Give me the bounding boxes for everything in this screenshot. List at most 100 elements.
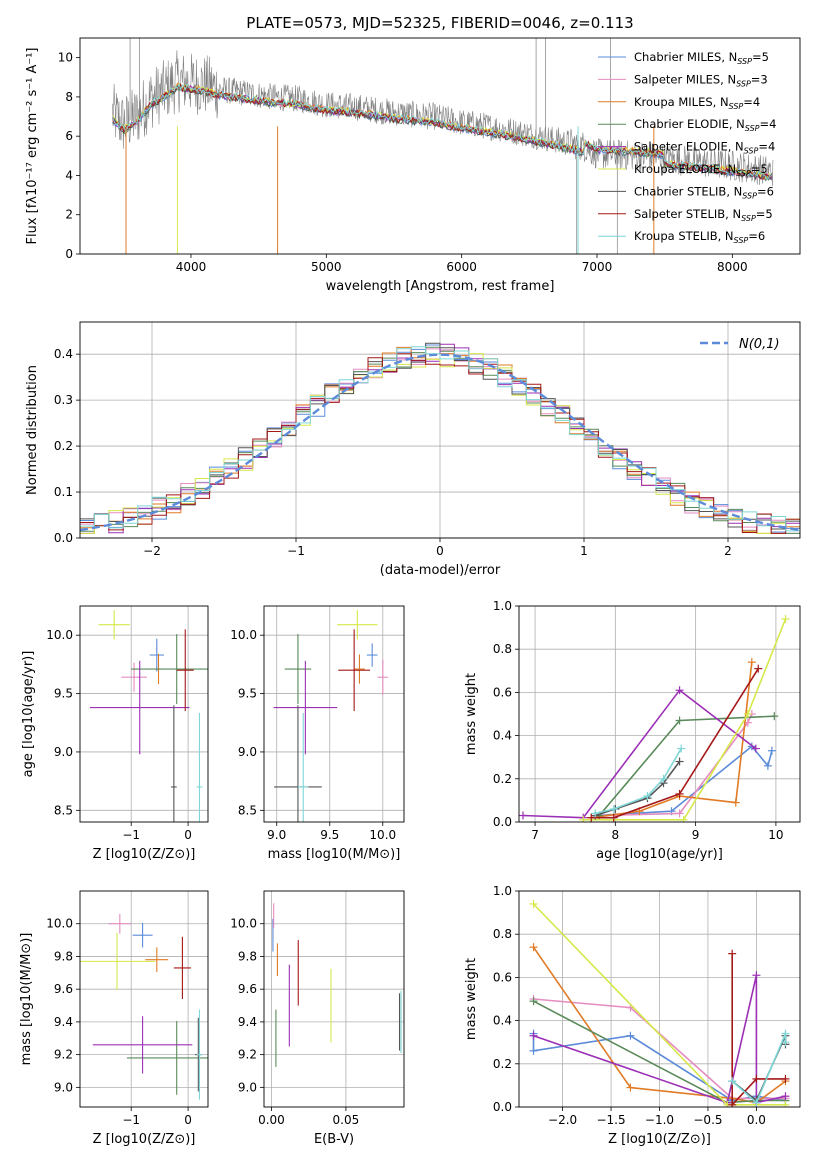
y-tick-label: 1.0 <box>493 599 512 613</box>
y-tick-label: 0.4 <box>493 729 512 743</box>
y-tick-label: 9.6 <box>238 982 257 996</box>
y-tick-label: 9.2 <box>54 1048 73 1062</box>
legend-entry: Kroupa ELODIE, NSSP=5 <box>634 162 768 178</box>
y-axis-label: age [log10(age/yr)] <box>21 651 36 778</box>
legend-entry: Salpeter MILES, NSSP=3 <box>634 72 768 88</box>
y-tick-label: 9.4 <box>54 1015 73 1029</box>
gaussian-reference-curve <box>80 353 800 532</box>
y-tick-label: 9.4 <box>238 1015 257 1029</box>
legend-entry: Kroupa STELIB, NSSP=6 <box>634 229 765 245</box>
model-fit-line <box>112 82 773 180</box>
y-axis-label: Normed distribution <box>25 365 40 495</box>
plot-area <box>273 610 389 822</box>
y-tick-label: 9.0 <box>54 1080 73 1094</box>
x-tick-label: 5000 <box>311 260 342 274</box>
mass-weight-line <box>598 715 775 817</box>
y-tick-label: 10.0 <box>46 917 73 931</box>
x-axis-label: E(B-V) <box>314 1132 354 1147</box>
x-tick-label: −1 <box>287 544 305 558</box>
y-tick-label: 10.0 <box>230 628 257 642</box>
y-tick-label: 10.0 <box>46 628 73 642</box>
x-tick-label: 10.0 <box>369 828 396 842</box>
y-tick-label: 6 <box>65 129 73 143</box>
y-tick-label: 10 <box>58 51 73 65</box>
y-tick-label: 8.5 <box>54 803 73 817</box>
axes-frame <box>79 37 801 255</box>
y-tick-label: 0.2 <box>493 1057 512 1071</box>
y-tick-label: 8.5 <box>238 803 257 817</box>
y-tick-label: 9.8 <box>238 949 257 963</box>
axes-frame <box>518 605 801 823</box>
x-tick-label: 7000 <box>582 260 613 274</box>
plot-area <box>529 899 790 1107</box>
y-tick-label: 1.0 <box>493 884 512 898</box>
y-tick-label: 0.6 <box>493 685 512 699</box>
y-tick-label: 0.2 <box>493 772 512 786</box>
x-tick-label: 6000 <box>446 260 477 274</box>
mass-vs-ebv-panel: 0.00 0.05 9.0 9.2 9.4 9.6 9.8 10.0 E(B-V) <box>230 890 405 1147</box>
mass-weight-line <box>591 668 759 819</box>
model-fit-line <box>112 84 773 181</box>
y-tick-label: 0.0 <box>493 1100 512 1114</box>
y-tick-label: 8 <box>65 90 73 104</box>
x-tick-label: 0 <box>436 544 444 558</box>
x-axis-label: (data-model)/error <box>380 563 501 578</box>
age-vs-metallicity-panel: −1 0 8.5 9.0 9.5 10.0 Z [log10(Z/Z⊙)] age [log1… <box>21 605 209 862</box>
y-axis-label: mass weight <box>464 673 479 755</box>
axes-frame <box>79 605 209 823</box>
y-tick-label: 2 <box>65 208 73 222</box>
legend-entry: Kroupa MILES, NSSP=4 <box>634 95 760 111</box>
legend-entry: Salpeter STELIB, NSSP=5 <box>634 207 773 223</box>
y-tick-label: 0.4 <box>493 1014 512 1028</box>
residual-histogram-panel: −2 −1 0 1 2 0.0 0.1 0.2 0.3 0.4 (data-model)/error… <box>25 321 801 578</box>
x-tick-label: 7 <box>531 828 539 842</box>
figure-title: PLATE=0573, MJD=52325, FIBERID=0046, z=0… <box>246 14 633 32</box>
x-tick-label: 0.05 <box>333 1113 360 1127</box>
x-axis-label: wavelength [Angstrom, rest frame] <box>326 279 555 294</box>
y-tick-label: 9.5 <box>238 687 257 701</box>
mass-weight-line <box>583 618 787 821</box>
x-tick-label: 0.0 <box>747 1113 766 1127</box>
x-tick-label: 9.0 <box>267 828 286 842</box>
residual-histogram-step <box>80 350 800 534</box>
x-tick-label: −0.5 <box>693 1113 722 1127</box>
x-axis-label: Z [log10(Z/Z⊙)] <box>93 1132 196 1147</box>
mass-weight-line <box>533 1000 786 1104</box>
x-tick-label: 8000 <box>717 260 748 274</box>
y-tick-label: 9.6 <box>54 982 73 996</box>
x-tick-label: −1 <box>122 1113 140 1127</box>
y-tick-label: 9.8 <box>54 949 73 963</box>
plot-area <box>80 342 800 534</box>
y-tick-label: 9.5 <box>54 687 73 701</box>
gaussian-legend-label: N(0,1) <box>739 337 780 352</box>
y-tick-label: 9.0 <box>238 745 257 759</box>
x-tick-label: −1.0 <box>645 1113 674 1127</box>
x-tick-label: 8 <box>612 828 620 842</box>
plot-area <box>519 614 790 822</box>
plot-area <box>272 903 402 1067</box>
x-tick-label: −2 <box>143 544 161 558</box>
residual-histogram-step <box>80 342 800 530</box>
x-tick-label: 0.00 <box>258 1113 285 1127</box>
plot-area <box>112 38 774 254</box>
x-axis-label: Z [log10(Z/Z⊙)] <box>608 1132 711 1147</box>
residual-histogram-step <box>80 353 800 534</box>
y-tick-label: 0 <box>65 247 73 261</box>
x-tick-label: 0 <box>184 828 192 842</box>
x-tick-label: 9 <box>692 828 700 842</box>
legend-entry: Chabrier STELIB, NSSP=6 <box>634 184 774 200</box>
mass-weight-line <box>595 748 682 815</box>
y-tick-label: 0.0 <box>493 815 512 829</box>
legend-entry: Chabrier ELODIE, NSSP=4 <box>634 117 776 133</box>
x-tick-label: 4000 <box>176 260 207 274</box>
y-axis-label: mass [log10(M/M⊙)] <box>19 933 34 1066</box>
y-tick-label: 0.6 <box>493 970 512 984</box>
y-tick-label: 9.0 <box>238 1080 257 1094</box>
x-tick-label: −1 <box>122 828 140 842</box>
spectrum-legend: Chabrier MILES, NSSP=5 Salpeter MILES, NS… <box>598 50 776 245</box>
mass-weight-vs-age-panel: 7 8 9 10 0.0 0.2 0.4 0.6 0.8 1.0 age [log10(age/yr… <box>464 599 801 862</box>
axes-frame <box>263 890 405 1108</box>
y-axis-label: mass weight <box>464 958 479 1040</box>
y-tick-label: 0.0 <box>54 531 73 545</box>
